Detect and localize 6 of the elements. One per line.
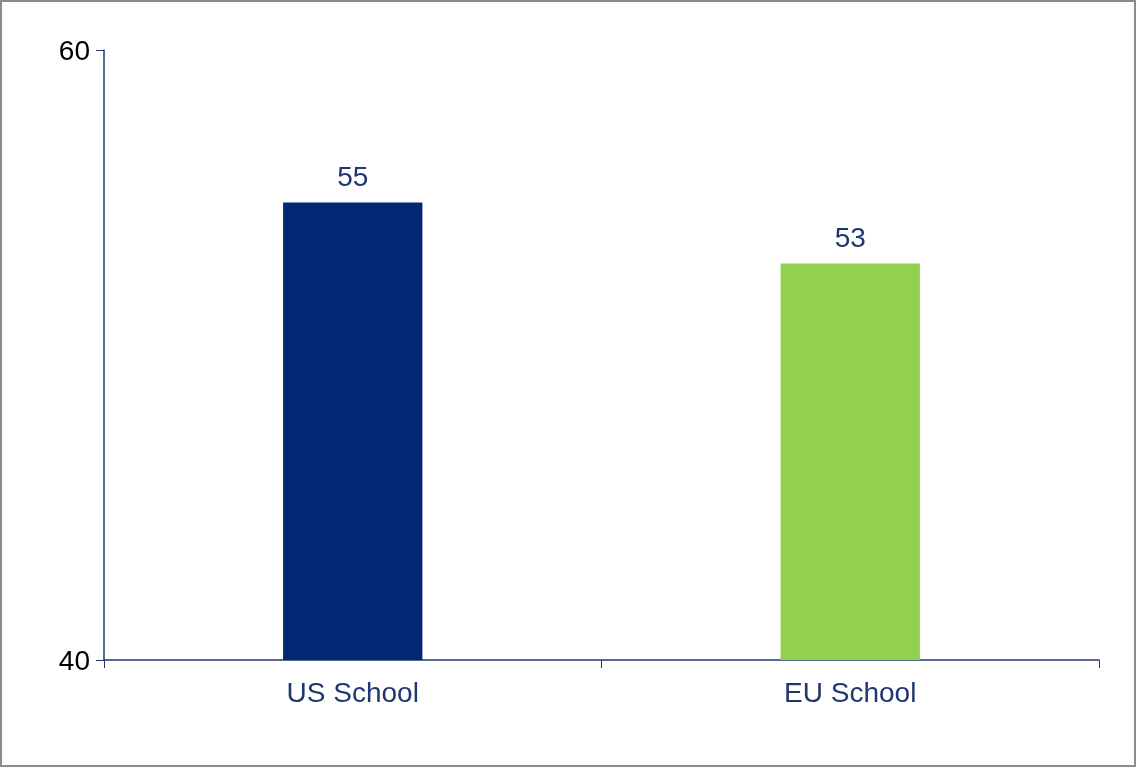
x-tick-label: US School bbox=[286, 676, 419, 708]
y-tick-label: 60 bbox=[58, 34, 90, 66]
data-label: 55 bbox=[337, 161, 369, 192]
data-label: 53 bbox=[834, 222, 866, 253]
y-tick-label: 40 bbox=[58, 644, 90, 676]
x-tick-label: EU School bbox=[784, 676, 917, 708]
